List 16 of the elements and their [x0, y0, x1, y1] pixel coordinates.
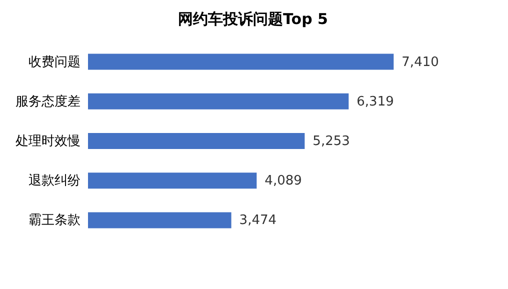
- bar: [88, 172, 257, 189]
- bar: [88, 133, 305, 149]
- y-tick-label: 服务态度差: [16, 93, 80, 110]
- data-label: 3,474: [239, 213, 277, 228]
- y-tick-label: 处理时效慢: [16, 134, 80, 149]
- data-label: 6,319: [356, 94, 394, 110]
- bar: [88, 93, 349, 110]
- data-label: 5,253: [312, 134, 350, 149]
- data-label: 4,089: [264, 174, 302, 189]
- y-tick-label: 收费问题: [28, 54, 80, 70]
- y-tick-label: 霸王条款: [28, 213, 80, 228]
- y-tick-label: 退款纠纷: [28, 174, 80, 189]
- bar: [88, 54, 394, 70]
- chart-title: 网约车投诉问题Top 5: [178, 10, 328, 28]
- data-label: 7,410: [402, 54, 439, 70]
- bar: [88, 212, 232, 228]
